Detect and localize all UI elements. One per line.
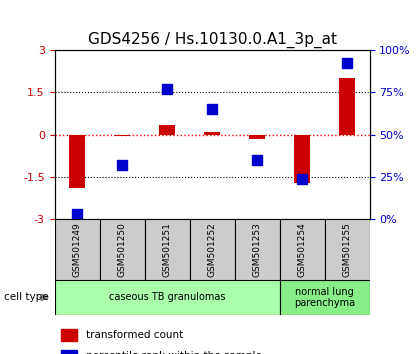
Bar	[294, 135, 310, 183]
Bar	[339, 78, 355, 135]
FancyBboxPatch shape	[144, 219, 189, 280]
Point	[164, 86, 171, 91]
Point	[119, 162, 126, 168]
Bar	[249, 135, 265, 139]
Text: GSM501253: GSM501253	[252, 222, 262, 277]
Text: transformed count: transformed count	[86, 330, 184, 340]
Text: normal lung
parenchyma: normal lung parenchyma	[294, 286, 355, 308]
Bar	[69, 135, 85, 188]
FancyBboxPatch shape	[100, 219, 144, 280]
FancyBboxPatch shape	[280, 280, 370, 315]
Title: GDS4256 / Hs.10130.0.A1_3p_at: GDS4256 / Hs.10130.0.A1_3p_at	[88, 32, 336, 48]
FancyBboxPatch shape	[280, 219, 325, 280]
Point	[299, 176, 305, 182]
Point	[344, 60, 350, 66]
Point	[74, 212, 81, 217]
Bar	[61, 329, 77, 341]
Text: GSM501249: GSM501249	[73, 222, 81, 277]
Text: GSM501250: GSM501250	[118, 222, 126, 277]
Text: GSM501255: GSM501255	[343, 222, 352, 277]
Bar	[204, 132, 220, 135]
FancyBboxPatch shape	[235, 219, 280, 280]
FancyBboxPatch shape	[55, 219, 100, 280]
Text: cell type: cell type	[4, 292, 49, 302]
Bar	[114, 135, 130, 136]
Text: GSM501251: GSM501251	[163, 222, 172, 277]
Text: caseous TB granulomas: caseous TB granulomas	[109, 292, 226, 302]
FancyBboxPatch shape	[189, 219, 235, 280]
Point	[209, 106, 215, 112]
Point	[254, 157, 260, 163]
FancyBboxPatch shape	[325, 219, 370, 280]
FancyBboxPatch shape	[55, 280, 280, 315]
Text: percentile rank within the sample: percentile rank within the sample	[86, 351, 262, 354]
Text: GSM501254: GSM501254	[298, 222, 307, 277]
Bar	[61, 350, 77, 354]
Text: GSM501252: GSM501252	[207, 222, 217, 277]
Bar	[159, 125, 175, 135]
